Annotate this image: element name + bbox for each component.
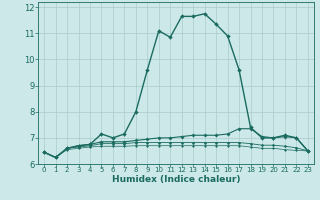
X-axis label: Humidex (Indice chaleur): Humidex (Indice chaleur) [112,175,240,184]
